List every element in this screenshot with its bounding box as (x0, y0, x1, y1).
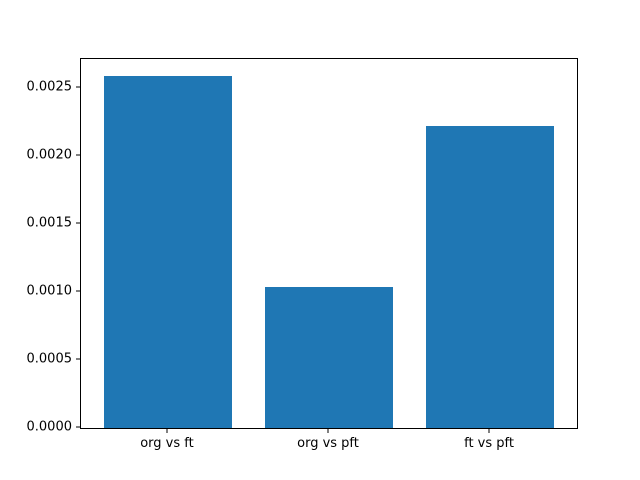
y-tick-mark (76, 222, 80, 224)
y-tick-label: 0.0005 (26, 351, 73, 367)
y-tick-mark (76, 154, 80, 156)
y-tick-label: 0.0015 (26, 215, 73, 231)
bar-ft-vs-pft (425, 126, 555, 428)
x-tick-mark (327, 429, 329, 433)
bar-org-vs-pft (264, 286, 394, 428)
y-tick-mark (76, 426, 80, 428)
y-tick-label: 0.0010 (26, 283, 73, 299)
x-tick-mark (488, 429, 490, 433)
x-tick-label: ft vs pft (464, 436, 514, 451)
plot-area (80, 58, 578, 429)
y-tick-label: 0.0020 (26, 147, 73, 163)
y-tick-label: 0.0025 (26, 79, 73, 95)
y-tick-mark (76, 290, 80, 292)
x-tick-mark (166, 429, 168, 433)
y-tick-mark (76, 86, 80, 88)
bar-org-vs-ft (103, 75, 233, 428)
x-tick-label: org vs pft (297, 436, 359, 451)
y-tick-mark (76, 358, 80, 360)
y-tick-label: 0.0000 (26, 419, 73, 435)
x-tick-label: org vs ft (140, 436, 194, 451)
